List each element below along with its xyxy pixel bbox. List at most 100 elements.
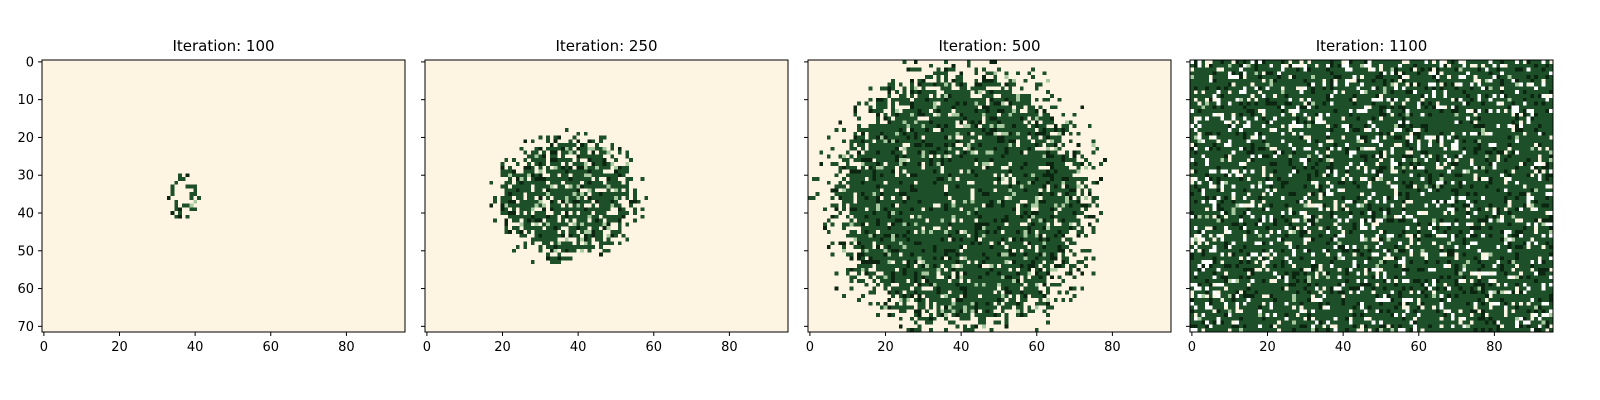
heatmap-cell: [913, 60, 918, 64]
heatmap-cell: [906, 286, 911, 291]
heatmap-cell: [1034, 203, 1039, 208]
heatmap-cell: [489, 180, 494, 185]
heatmap-cell: [557, 158, 562, 163]
heatmap-cell: [940, 230, 945, 234]
heatmap-cell: [970, 154, 975, 159]
heatmap-cell: [947, 294, 952, 299]
heatmap-cell: [527, 230, 531, 234]
heatmap-cell: [587, 248, 592, 253]
heatmap-cell: [1193, 60, 1198, 64]
heatmap-cell: [978, 316, 982, 321]
heatmap-cell: [887, 124, 892, 129]
heatmap-cell: [951, 226, 956, 231]
panel-title: Iteration: 100: [172, 37, 274, 55]
heatmap-cell: [1050, 143, 1054, 147]
heatmap-cell: [561, 241, 565, 246]
heatmap-cell: [974, 128, 979, 132]
heatmap-cell: [1242, 71, 1247, 76]
heatmap-cell: [564, 203, 569, 208]
heatmap-cell: [1307, 75, 1312, 79]
heatmap-cell: [1190, 60, 1194, 64]
heatmap-cell: [546, 222, 550, 227]
heatmap-cell: [1250, 67, 1255, 72]
heatmap-cell: [921, 260, 926, 265]
heatmap-cell: [625, 154, 630, 159]
heatmap-cell: [974, 275, 979, 280]
heatmap-cell: [876, 105, 880, 110]
heatmap-cell: [955, 75, 960, 79]
heatmap-cell: [1004, 135, 1009, 140]
heatmap-cell: [1000, 218, 1005, 223]
heatmap-cell: [974, 154, 979, 159]
heatmap-cell: [826, 230, 831, 234]
heatmap-cell: [891, 78, 896, 83]
heatmap-cell: [978, 116, 982, 121]
heatmap-cell: [879, 214, 884, 219]
heatmap-cell: [1484, 97, 1489, 102]
heatmap-cell: [1481, 86, 1485, 91]
heatmap-cell: [936, 109, 941, 113]
heatmap-cell: [561, 150, 565, 155]
heatmap-cell: [876, 109, 880, 113]
heatmap-cell: [538, 162, 543, 166]
heatmap-cell: [1216, 60, 1221, 64]
heatmap-cell: [966, 298, 971, 302]
heatmap-cell: [906, 222, 911, 227]
heatmap-cell: [940, 256, 945, 261]
heatmap-cell: [966, 328, 971, 333]
heatmap-cell: [940, 131, 945, 136]
heatmap-cell: [917, 207, 922, 212]
heatmap-cell: [845, 222, 850, 227]
heatmap-cell: [1042, 252, 1047, 257]
heatmap-cell: [944, 120, 948, 125]
heatmap-cell: [925, 248, 930, 253]
heatmap-cell: [985, 78, 990, 83]
heatmap-cell: [872, 279, 877, 283]
heatmap-cell: [1428, 75, 1433, 79]
heatmap-cell: [959, 313, 964, 317]
heatmap-cell: [921, 124, 926, 129]
heatmap-cell: [568, 214, 573, 219]
heatmap-cell: [553, 150, 558, 155]
heatmap-cell: [1205, 78, 1209, 83]
heatmap-cell: [1439, 78, 1444, 83]
heatmap-cell: [1004, 173, 1009, 178]
heatmap-cell: [936, 188, 941, 193]
heatmap-cell: [1046, 237, 1051, 242]
heatmap-cell: [1027, 290, 1032, 295]
heatmap-cell: [944, 214, 948, 219]
heatmap-cell: [951, 233, 956, 238]
heatmap-cell: [1190, 75, 1194, 79]
heatmap-cell: [883, 286, 888, 291]
heatmap-cell: [981, 275, 986, 280]
heatmap-cell: [876, 112, 880, 117]
heatmap-cell: [887, 226, 892, 231]
heatmap-cell: [970, 309, 975, 314]
heatmap-cell: [963, 112, 967, 117]
heatmap-cell: [997, 154, 1001, 159]
heatmap-cell: [1057, 245, 1062, 249]
heatmap-cell: [1416, 82, 1421, 87]
heatmap-cell: [1273, 78, 1278, 83]
heatmap-cell: [940, 245, 945, 249]
heatmap-cell: [1496, 94, 1501, 98]
heatmap-cell: [845, 192, 850, 197]
heatmap-cell: [929, 75, 933, 79]
heatmap-cell: [925, 90, 930, 95]
heatmap-cell: [595, 207, 599, 212]
heatmap-cell: [591, 218, 596, 223]
heatmap-cell: [500, 165, 505, 170]
heatmap-cell: [1061, 256, 1066, 261]
heatmap-cell: [1034, 271, 1039, 276]
heatmap-cell: [898, 94, 903, 98]
heatmap-cell: [898, 116, 903, 121]
heatmap-cell: [564, 199, 569, 204]
heatmap-cell: [1027, 184, 1032, 189]
heatmap-cell: [1345, 75, 1349, 79]
heatmap-cell: [860, 199, 865, 204]
heatmap-cell: [853, 203, 858, 208]
heatmap-cell: [830, 241, 835, 246]
heatmap-cell: [1462, 82, 1467, 87]
heatmap-cell: [1314, 78, 1319, 83]
heatmap-cell: [860, 146, 865, 151]
